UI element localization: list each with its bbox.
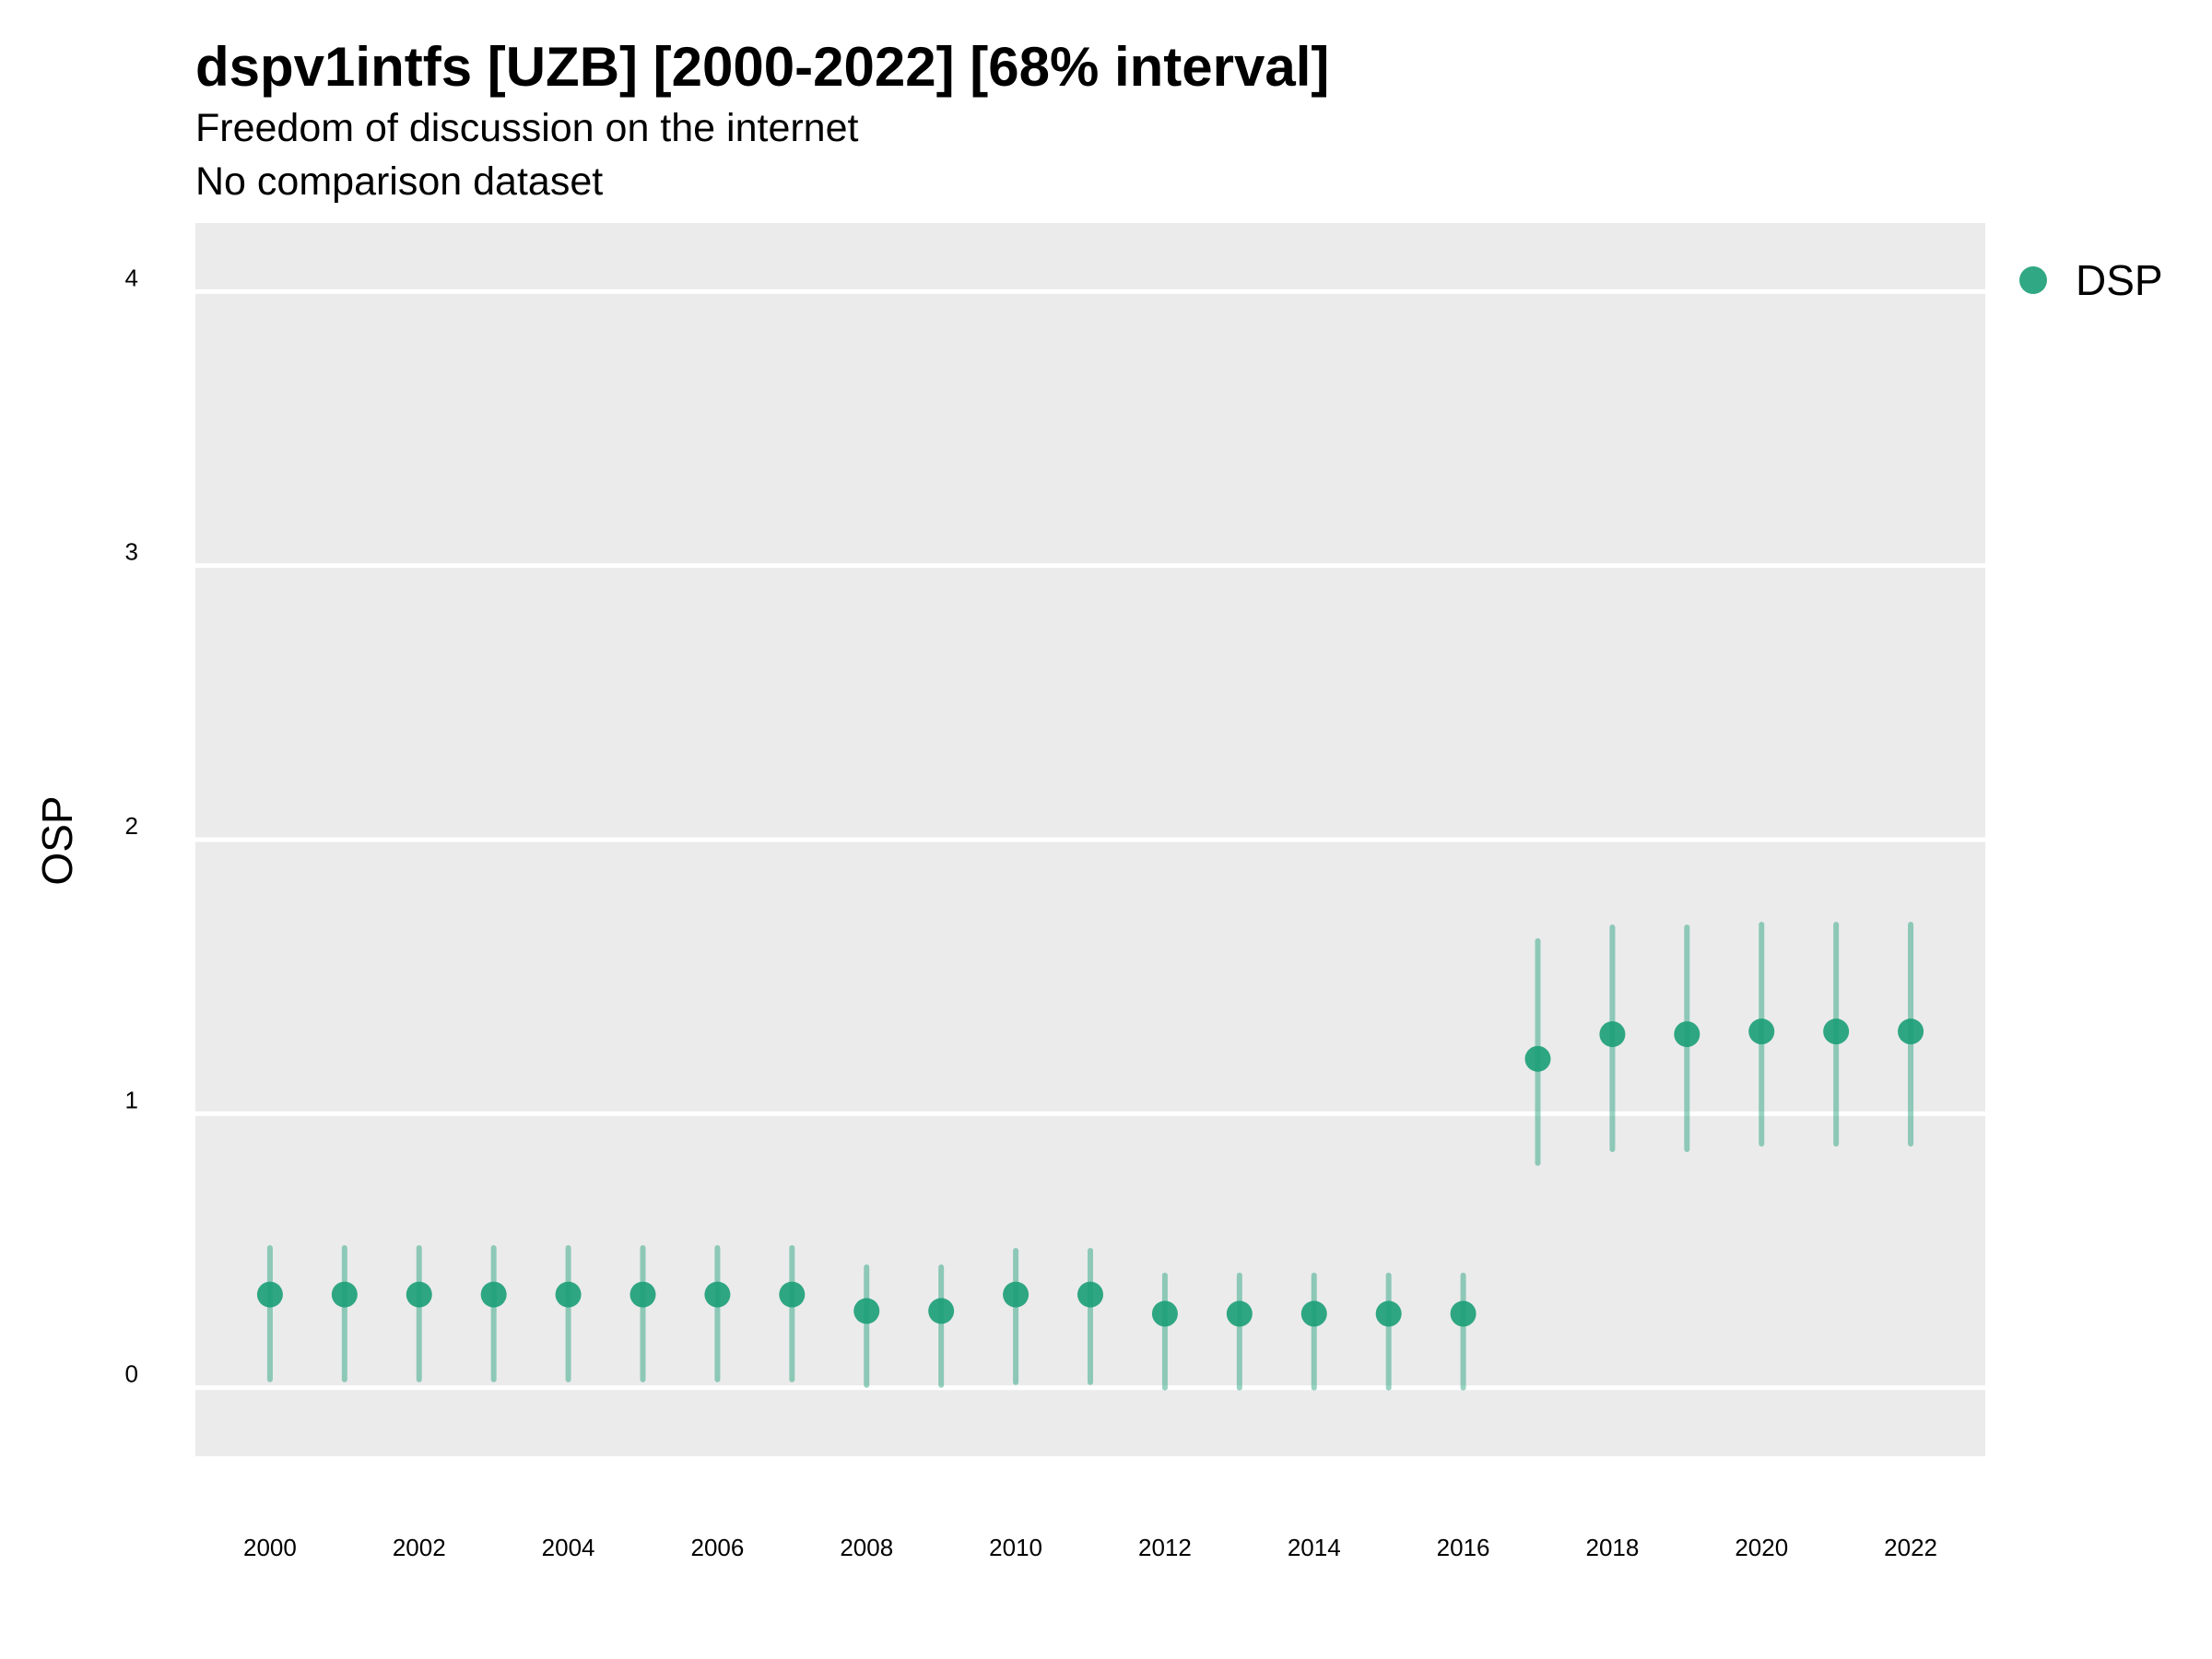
x-tick-label-2008: 2008 (840, 1534, 893, 1561)
point-2009 (928, 1298, 955, 1324)
point-2017 (1524, 1045, 1551, 1072)
point-2012 (1151, 1300, 1178, 1327)
x-tick-label-2004: 2004 (542, 1534, 595, 1561)
point-2001 (331, 1281, 358, 1308)
point-2020 (1748, 1018, 1775, 1045)
point-layer (256, 1018, 1924, 1327)
x-tick-label-2020: 2020 (1735, 1534, 1788, 1561)
y-axis-title: OSP (33, 795, 81, 885)
x-tick-label-2012: 2012 (1138, 1534, 1192, 1561)
point-2004 (555, 1281, 582, 1308)
y-tick-label-2: 2 (125, 812, 138, 840)
point-2010 (1003, 1281, 1030, 1308)
point-2008 (853, 1298, 880, 1324)
legend-key-dsp (2019, 266, 2047, 294)
x-tick-label-2002: 2002 (393, 1534, 446, 1561)
x-tick-label-2016: 2016 (1437, 1534, 1490, 1561)
x-tick-label-2014: 2014 (1288, 1534, 1341, 1561)
point-2014 (1300, 1300, 1327, 1327)
point-2000 (256, 1281, 283, 1308)
x-tick-label-2000: 2000 (243, 1534, 297, 1561)
x-tick-label-2022: 2022 (1884, 1534, 1937, 1561)
point-2007 (779, 1281, 806, 1308)
x-tick-label-2010: 2010 (989, 1534, 1042, 1561)
point-2018 (1599, 1021, 1626, 1048)
chart-subtitle: Freedom of discussion on the internet (195, 106, 859, 150)
point-2015 (1375, 1300, 1402, 1327)
legend-label-dsp: DSP (2076, 256, 2163, 304)
y-tick-label-4: 4 (125, 264, 138, 291)
grid-layer (195, 288, 1985, 1391)
x-tick-labels: 2000 2002 2004 2006 2008 2010 2012 2014 2016 2018… (243, 1534, 1937, 1561)
point-2003 (480, 1281, 507, 1308)
interval-layer (266, 922, 1914, 1391)
point-2006 (704, 1281, 731, 1308)
y-tick-label-3: 3 (125, 538, 138, 566)
point-2011 (1077, 1281, 1103, 1308)
point-2002 (406, 1281, 432, 1308)
y-tick-label-0: 0 (125, 1360, 138, 1388)
y-tick-labels: 0 1 2 3 4 (125, 264, 138, 1387)
y-tick-label-1: 1 (125, 1086, 138, 1113)
x-tick-label-2018: 2018 (1585, 1534, 1639, 1561)
point-2013 (1226, 1300, 1253, 1327)
x-tick-label-2006: 2006 (690, 1534, 744, 1561)
point-2022 (1898, 1018, 1924, 1045)
point-2016 (1450, 1300, 1477, 1327)
point-2019 (1674, 1021, 1700, 1048)
legend: DSP (2019, 256, 2163, 304)
chart-title: dspv1intfs [UZB] [2000-2022] [68% interv… (195, 36, 1330, 98)
point-2021 (1823, 1018, 1850, 1045)
chart-caption: No comparison dataset (195, 159, 604, 204)
point-2005 (629, 1281, 656, 1308)
